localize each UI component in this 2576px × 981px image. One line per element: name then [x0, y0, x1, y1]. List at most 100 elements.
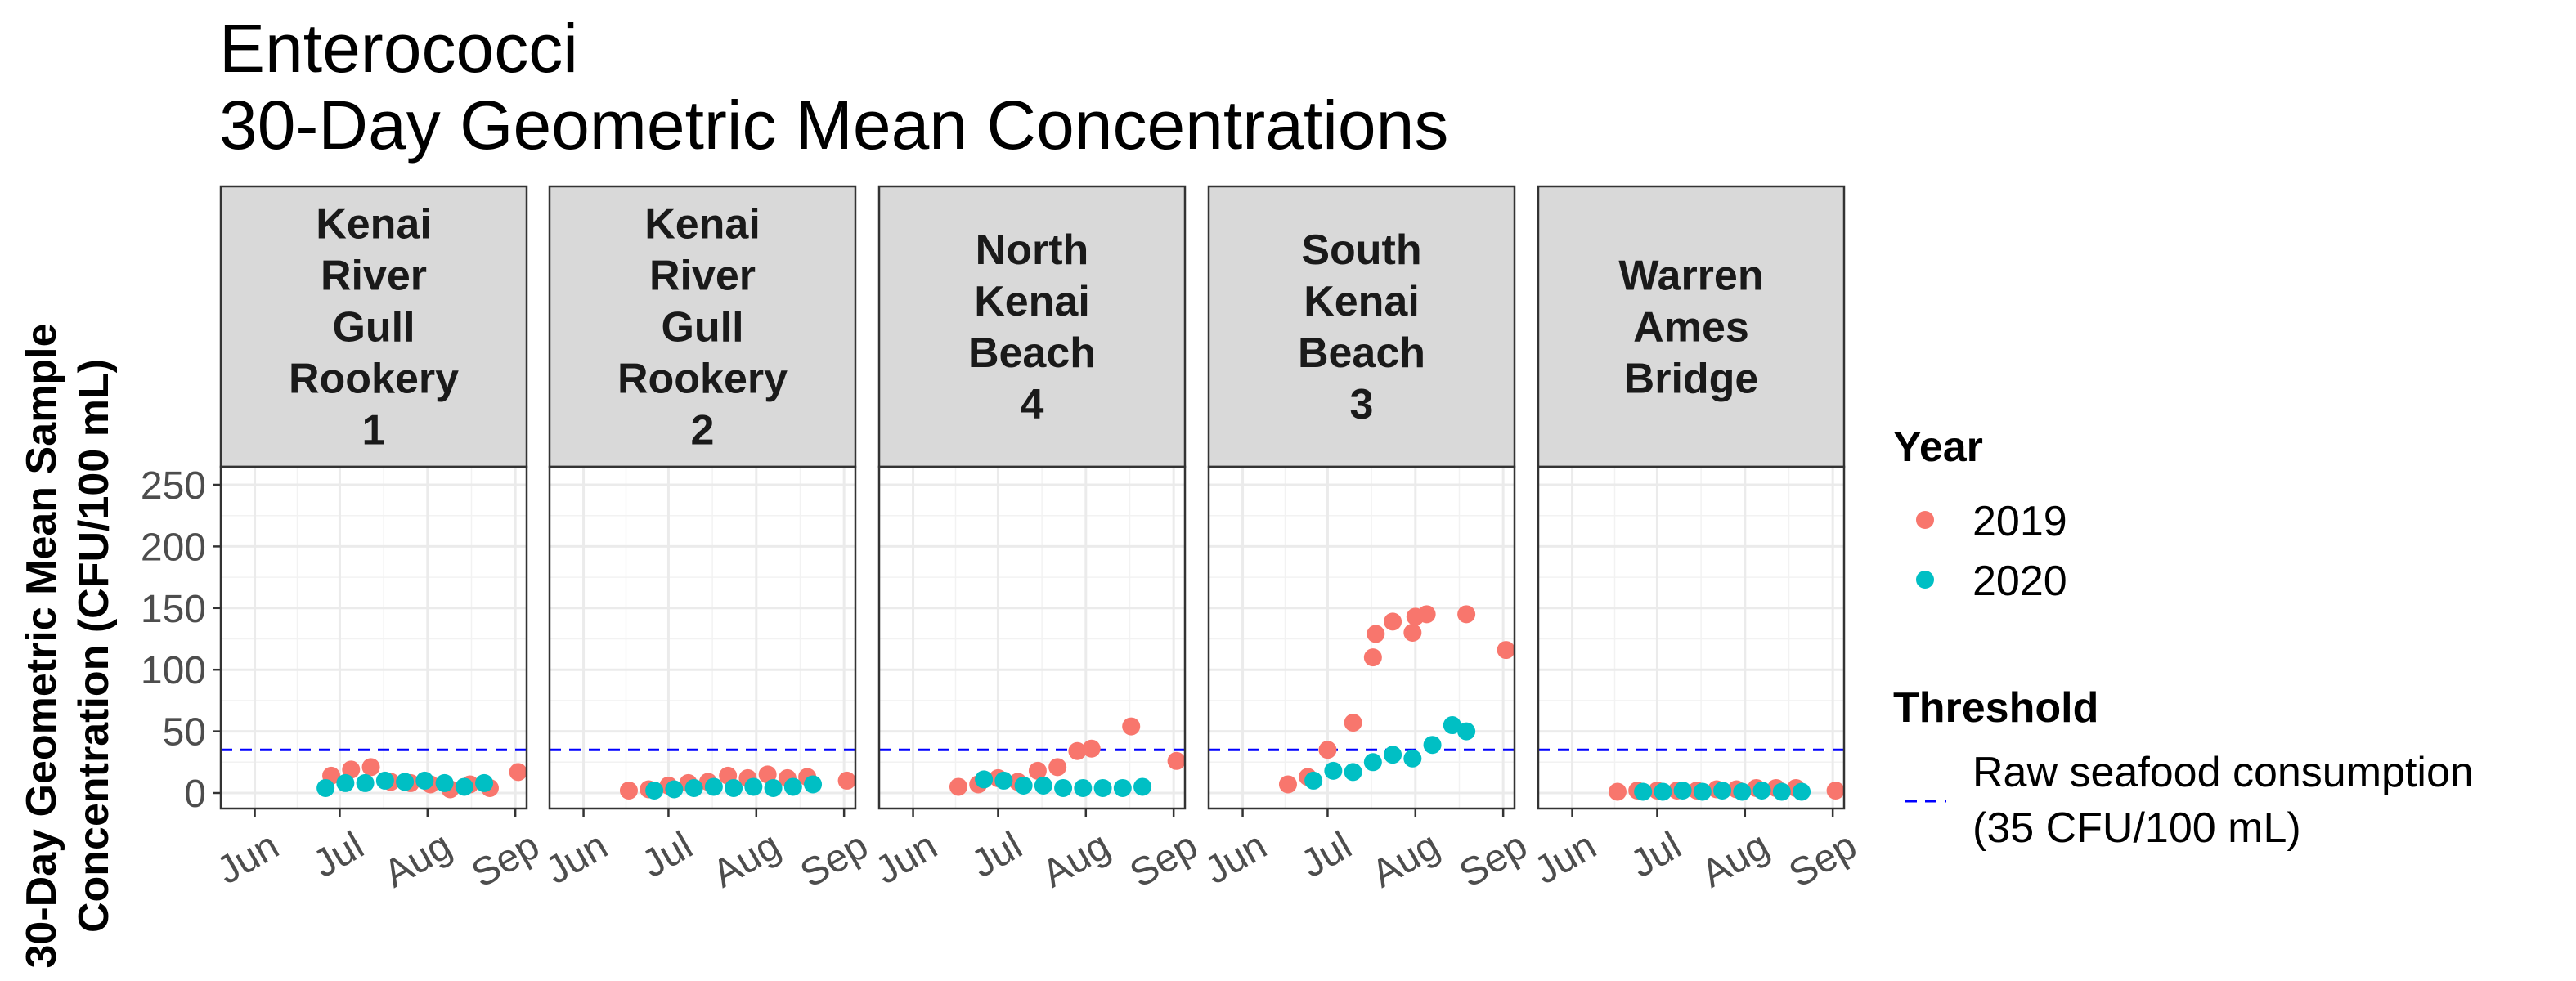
- data-point-2020: [1113, 778, 1132, 797]
- data-point-2020: [665, 780, 684, 799]
- data-point-2020: [783, 777, 802, 796]
- data-point-2020: [1344, 763, 1362, 782]
- data-point-2020: [415, 771, 434, 790]
- panel-border: [219, 465, 528, 810]
- legend-threshold-title: Threshold: [1893, 684, 2098, 732]
- data-point-2019: [1344, 714, 1362, 732]
- data-point-2019: [509, 763, 527, 782]
- panel-background: [1209, 467, 1515, 809]
- facet-strip-label: Beach: [968, 329, 1096, 377]
- facet-strip-label: Kenai: [644, 201, 761, 249]
- x-tick-label: Sep: [1452, 824, 1534, 897]
- x-tick-label: Sep: [1782, 824, 1864, 897]
- data-point-2020: [1304, 771, 1323, 790]
- facet-strip-label: Kenai: [974, 278, 1090, 325]
- data-point-2020: [1074, 778, 1093, 797]
- data-point-2020: [704, 777, 723, 796]
- data-point-2020: [684, 778, 703, 797]
- facet-strip: [877, 185, 1187, 468]
- x-tick-label: Jun: [1527, 824, 1604, 894]
- x-tick-label: Sep: [464, 824, 546, 897]
- data-point-2020: [1034, 776, 1052, 795]
- data-point-2020: [1673, 781, 1692, 800]
- panel-background: [879, 467, 1185, 809]
- data-point-2020: [1384, 746, 1402, 764]
- data-point-2019: [1278, 775, 1297, 794]
- data-point-2020: [994, 771, 1013, 790]
- facet-strip-label: River: [649, 253, 756, 300]
- data-point-2020: [764, 778, 783, 797]
- x-tick-label: Jul: [306, 824, 371, 887]
- data-point-2020: [1363, 753, 1382, 772]
- data-point-2019: [1028, 761, 1047, 780]
- data-point-2020: [1093, 778, 1112, 797]
- data-point-2019: [1403, 623, 1422, 642]
- data-point-2020: [1133, 777, 1152, 796]
- data-point-2020: [1457, 722, 1476, 741]
- data-point-2019: [1367, 625, 1385, 643]
- y-tick-label: 250: [141, 464, 206, 508]
- data-point-2020: [975, 770, 994, 789]
- data-point-2019: [1384, 612, 1402, 631]
- data-point-2019: [1048, 758, 1067, 777]
- data-point-2020: [336, 773, 355, 792]
- y-tick-label: 50: [163, 711, 206, 755]
- legend-2019-label: 2019: [1972, 498, 2067, 545]
- facet-strip-label: Bridge: [1624, 356, 1759, 403]
- facet-strip-label: Gull: [661, 304, 743, 352]
- x-tick-label: Jun: [868, 824, 945, 894]
- legend-2020-point: [1916, 571, 1934, 589]
- y-axis-title-line2: Concentration (CFU/100 mL): [70, 359, 118, 933]
- facet-strip: [548, 185, 857, 468]
- data-point-2019: [361, 758, 380, 777]
- chart-title: Enterococci: [219, 10, 578, 87]
- data-point-2019: [1608, 782, 1627, 801]
- data-point-2020: [455, 777, 473, 796]
- data-point-2020: [1634, 782, 1653, 801]
- facet-strip: [219, 185, 528, 468]
- facet-strip-label: 4: [1021, 381, 1044, 428]
- x-tick-label: Jul: [635, 824, 700, 887]
- y-tick-label: 100: [141, 649, 206, 692]
- x-tick-label: Jul: [1623, 824, 1689, 887]
- data-point-2020: [475, 773, 494, 792]
- data-point-2020: [1713, 781, 1732, 800]
- data-point-2020: [1793, 782, 1811, 801]
- x-tick-label: Aug: [377, 824, 459, 897]
- facet-strip-label: Rookery: [289, 356, 459, 403]
- data-point-2020: [1654, 782, 1672, 801]
- y-tick-label: 150: [141, 588, 206, 631]
- data-point-2020: [725, 778, 743, 797]
- facet-strip-label: Kenai: [1304, 278, 1420, 325]
- facet-strip-label: Rookery: [617, 356, 788, 403]
- data-point-2020: [1423, 736, 1442, 755]
- x-tick-label: Aug: [1694, 824, 1776, 897]
- data-point-2020: [1772, 782, 1791, 801]
- legend-2019-point: [1916, 511, 1934, 529]
- data-point-2019: [1417, 605, 1436, 624]
- data-point-2019: [342, 760, 361, 779]
- data-point-2020: [645, 781, 664, 800]
- data-point-2020: [396, 773, 415, 791]
- facet-strip: [1537, 185, 1846, 468]
- chart-subtitle: 30-Day Geometric Mean Concentrations: [219, 87, 1448, 164]
- x-tick-label: Jun: [538, 824, 615, 894]
- data-point-2020: [375, 771, 394, 790]
- data-point-2020: [316, 778, 335, 797]
- data-point-2019: [1826, 781, 1845, 800]
- data-point-2020: [1733, 782, 1752, 801]
- x-tick-label: Sep: [793, 824, 875, 897]
- facet-strip: [1207, 185, 1516, 468]
- data-point-2019: [1318, 741, 1337, 759]
- panel-border: [1207, 465, 1516, 810]
- legend-threshold-label-line1: Raw seafood consumption: [1972, 749, 2474, 796]
- x-tick-label: Sep: [1123, 824, 1205, 897]
- facet-strip-label: River: [321, 253, 427, 300]
- legend-threshold-label-line2: (35 CFU/100 mL): [1972, 804, 2301, 852]
